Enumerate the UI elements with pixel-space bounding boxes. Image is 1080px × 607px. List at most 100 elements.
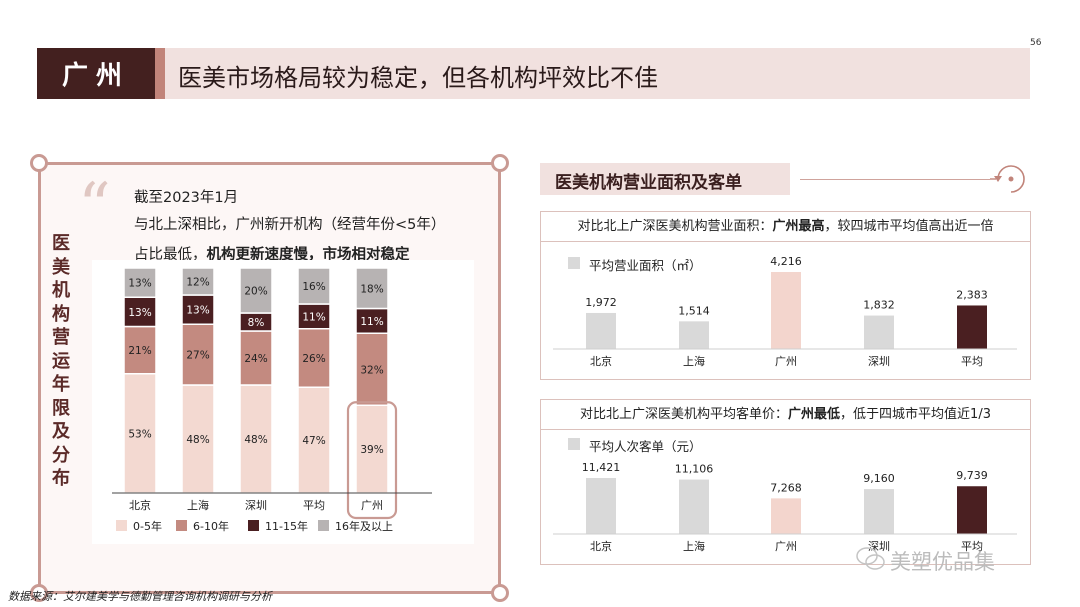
stack-segment bbox=[297, 328, 331, 388]
segment-label: 24% bbox=[244, 353, 267, 365]
bar bbox=[586, 312, 616, 349]
wechat-icon bbox=[856, 547, 885, 570]
bar bbox=[586, 478, 616, 534]
x-tick-label: 上海 bbox=[683, 539, 705, 553]
x-tick-label: 北京 bbox=[590, 539, 612, 553]
x-tick-label: 平均 bbox=[961, 355, 983, 368]
quote-emphasis: 机构更新速度慢 bbox=[206, 247, 309, 263]
x-tick-label: 平均 bbox=[303, 499, 325, 512]
area-card: 对比北上广深医美机构营业面积：广州最高，较四城市平均值高出近一倍 平均营业面积（… bbox=[540, 211, 1031, 380]
data-source-note: 数据来源：艾尔建美学与德勤管理咨询机构调研与分析 bbox=[8, 590, 272, 603]
legend-swatch bbox=[568, 257, 580, 269]
quote-text: 占比最低， bbox=[134, 247, 207, 263]
city-label: 广州 bbox=[37, 48, 155, 99]
bar bbox=[864, 315, 894, 349]
bar bbox=[957, 305, 987, 349]
x-tick-label: 北京 bbox=[590, 354, 612, 368]
quote-separator: ， bbox=[308, 247, 323, 263]
stack-segment bbox=[181, 294, 215, 325]
card-heading-text: 对比北上广深医美机构平均客单价： bbox=[580, 407, 789, 422]
bar bbox=[771, 498, 801, 534]
x-tick-label: 平均 bbox=[961, 540, 983, 553]
bar-value-label: 11,106 bbox=[675, 463, 714, 476]
card-heading-text: ，较四城市平均值高出近一倍 bbox=[824, 219, 994, 234]
page-number: 56 bbox=[1030, 38, 1042, 48]
segment-label: 11% bbox=[360, 316, 383, 328]
x-tick-label: 北京 bbox=[129, 498, 151, 512]
stack-segment bbox=[181, 267, 215, 296]
segment-label: 18% bbox=[360, 283, 383, 295]
bar-value-label: 9,739 bbox=[956, 469, 988, 482]
card-heading-text: 对比北上广深医美机构营业面积： bbox=[577, 219, 773, 234]
segment-label: 16% bbox=[302, 281, 325, 293]
segment-label: 12% bbox=[186, 277, 209, 289]
card-heading-text: ，低于四城市平均值近1/3 bbox=[840, 407, 991, 422]
x-tick-label: 广州 bbox=[775, 355, 797, 368]
segment-label: 13% bbox=[128, 307, 151, 319]
stack-segment bbox=[123, 373, 157, 494]
legend-label: 平均营业面积（㎡） bbox=[589, 258, 702, 273]
quote-line-3: 占比最低，机构更新速度慢，市场相对稳定 bbox=[134, 243, 410, 264]
legend-label: 11-15年 bbox=[265, 519, 308, 533]
stack-segment bbox=[355, 404, 389, 494]
bar bbox=[771, 272, 801, 349]
segment-label: 8% bbox=[248, 317, 265, 329]
stacked-bar-chart: 53% 21% 13% 13% 北京 48% 27% 13% 12% 上海 48% 24% 8% 20% 深… bbox=[112, 267, 432, 533]
legend-label: 6-10年 bbox=[193, 519, 229, 533]
frame-corner bbox=[491, 154, 509, 172]
bar-value-label: 2,383 bbox=[956, 288, 988, 301]
segment-label: 48% bbox=[186, 434, 209, 446]
segment-label: 26% bbox=[302, 353, 325, 365]
x-tick-label: 上海 bbox=[683, 354, 705, 368]
bar bbox=[679, 321, 709, 349]
stack-segment bbox=[355, 267, 389, 310]
frame-corner bbox=[30, 584, 48, 602]
segment-label: 20% bbox=[244, 286, 267, 298]
x-tick-label: 广州 bbox=[361, 499, 383, 512]
bar-value-label: 4,216 bbox=[770, 255, 802, 268]
bar-value-label: 1,972 bbox=[585, 296, 617, 309]
quote-emphasis: 市场相对稳定 bbox=[322, 247, 410, 263]
legend-label: 0-5年 bbox=[133, 519, 162, 533]
bar-value-label: 11,421 bbox=[582, 461, 621, 474]
section-divider bbox=[800, 179, 990, 180]
stack-segment bbox=[239, 330, 273, 386]
segment-label: 32% bbox=[360, 364, 383, 376]
segment-label: 13% bbox=[186, 305, 209, 317]
stack-segment bbox=[123, 267, 157, 298]
x-tick-label: 广州 bbox=[775, 540, 797, 553]
vertical-section-title: 医美机构营运年限及分布 bbox=[52, 233, 70, 489]
stack-segment bbox=[239, 267, 273, 314]
quote-icon: “ bbox=[78, 170, 111, 244]
quote-line-1: 截至2023年1月 bbox=[134, 190, 239, 206]
x-tick-label: 深圳 bbox=[245, 499, 267, 512]
segment-label: 53% bbox=[128, 428, 151, 440]
segment-label: 39% bbox=[360, 444, 383, 456]
bar-value-label: 1,832 bbox=[863, 299, 895, 312]
legend-swatch bbox=[116, 520, 127, 531]
legend-label: 16年及以上 bbox=[335, 519, 393, 533]
x-tick-label: 上海 bbox=[187, 498, 209, 512]
stack-segment bbox=[239, 384, 273, 494]
quote-line-2: 与北上深相比，广州新开机构（经营年份<5年） bbox=[134, 217, 446, 233]
stack-segment bbox=[123, 296, 157, 328]
bar-value-label: 9,160 bbox=[863, 472, 895, 485]
card-heading: 对比北上广深医美机构平均客单价：广州最低，低于四城市平均值近1/3 bbox=[541, 400, 1030, 430]
legend-swatch bbox=[318, 520, 329, 531]
segment-label: 11% bbox=[302, 311, 325, 323]
x-tick-label: 深圳 bbox=[868, 355, 890, 368]
cycle-arrow-icon bbox=[990, 165, 1025, 193]
card-heading-emphasis: 广州最低 bbox=[788, 407, 841, 422]
card-heading: 对比北上广深医美机构营业面积：广州最高，较四城市平均值高出近一倍 bbox=[541, 212, 1030, 242]
section-title-bg bbox=[540, 163, 790, 195]
frame-corner bbox=[491, 584, 509, 602]
area-bar-chart: 1,972 北京 1,514 上海 4,216 广州 1,832 深圳 2,383 平均 bbox=[553, 255, 1017, 368]
stack-segment bbox=[123, 325, 157, 375]
segment-label: 47% bbox=[302, 435, 325, 447]
stack-segment bbox=[297, 267, 331, 305]
card-heading-emphasis: 广州最高 bbox=[772, 219, 825, 234]
header-accent bbox=[155, 48, 165, 99]
legend-swatch bbox=[176, 520, 187, 531]
page-title: 医美市场格局较为稳定，但各机构坪效比不佳 bbox=[178, 64, 658, 92]
